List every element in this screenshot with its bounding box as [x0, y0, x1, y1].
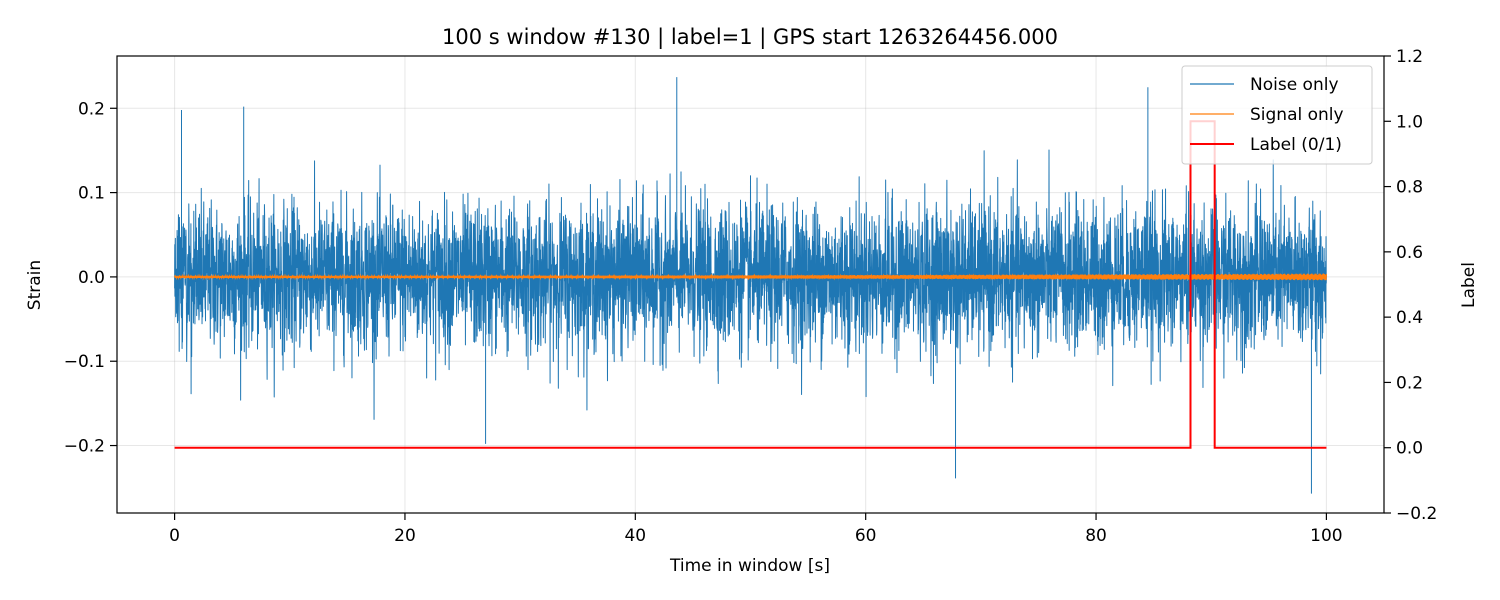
- plot-layer: [174, 77, 1328, 494]
- legend-label-signal: Signal only: [1250, 105, 1344, 125]
- y2-tick-label-0: −0.2: [1396, 504, 1437, 524]
- y2-tick-label-6: 1.0: [1396, 112, 1423, 132]
- x-tick-label-1: 20: [394, 526, 416, 546]
- legend-label-noise: Noise only: [1250, 75, 1339, 95]
- series-signal-line: [174, 273, 1328, 281]
- y-tick-label-0: −0.2: [64, 437, 105, 457]
- y-tick-label-4: 0.2: [78, 99, 105, 119]
- x-axis-label: Time in window [s]: [669, 556, 830, 576]
- axes-layer: 0 20 40 60 80 100 −0.2 −0.1 0.0 0.1 0.2 −0.2 0.0 0.2 0…: [64, 47, 1438, 546]
- y2-tick-label-2: 0.2: [1396, 373, 1423, 393]
- y2-tick-label-3: 0.4: [1396, 308, 1423, 328]
- series-noise-line: [174, 77, 1327, 494]
- y2-tick-label-5: 0.8: [1396, 178, 1423, 198]
- y-tick-label-3: 0.1: [78, 184, 105, 204]
- x-tick-label-2: 40: [624, 526, 646, 546]
- chart-title: 100 s window #130 | label=1 | GPS start …: [442, 25, 1058, 50]
- x-tick-label-5: 100: [1310, 526, 1342, 546]
- y-tick-label-1: −0.1: [64, 352, 105, 372]
- x-tick-label-4: 80: [1085, 526, 1107, 546]
- y2-axis-label: Label: [1459, 262, 1479, 308]
- legend-label-label: Label (0/1): [1250, 135, 1342, 155]
- y2-tick-label-1: 0.0: [1396, 439, 1423, 459]
- x-tick-label-3: 60: [855, 526, 877, 546]
- y2-tick-label-7: 1.2: [1396, 47, 1423, 67]
- plot-frame: [116, 55, 1385, 514]
- y-axis-label: Strain: [25, 260, 45, 310]
- legend: Noise only Signal only Label (0/1): [1181, 65, 1373, 165]
- legend-box: [1181, 65, 1373, 165]
- y2-tick-label-4: 0.6: [1396, 243, 1423, 263]
- x-tick-label-0: 0: [169, 526, 180, 546]
- y-tick-label-2: 0.0: [78, 268, 105, 288]
